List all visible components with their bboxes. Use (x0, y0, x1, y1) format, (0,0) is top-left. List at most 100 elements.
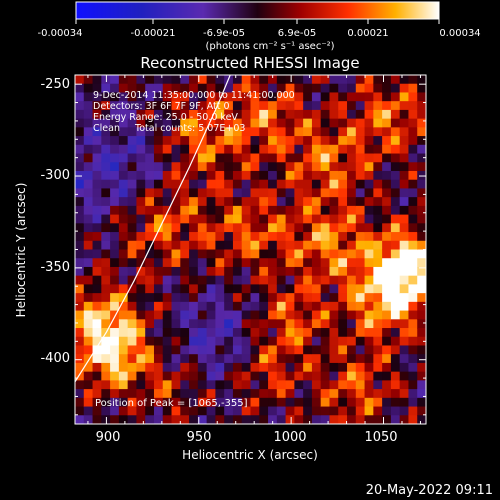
heatmap-cell (399, 101, 410, 111)
heatmap-cell (276, 101, 287, 111)
heatmap-cell (232, 75, 243, 85)
heatmap-cell (338, 328, 348, 338)
heatmap-cell (399, 380, 410, 390)
heatmap-cell (347, 249, 357, 259)
heatmap-cell (347, 258, 357, 268)
heatmap-cell (355, 397, 366, 408)
heatmap-cell (311, 415, 322, 424)
heatmap-cell (118, 380, 129, 390)
heatmap-cell (118, 205, 129, 216)
heatmap-cell (101, 170, 111, 181)
heatmap-cell (127, 153, 138, 163)
heatmap-cell (259, 83, 269, 94)
heatmap-cell (417, 179, 426, 190)
heatmap-cell (136, 275, 146, 285)
heatmap-cell (303, 345, 313, 355)
heatmap-cell (399, 75, 410, 85)
heatmap-cell (320, 162, 331, 172)
heatmap-cell (329, 310, 339, 320)
heatmap-cell (241, 371, 252, 381)
heatmap-cell (355, 249, 366, 259)
heatmap-cell (250, 223, 260, 233)
heatmap-cell (311, 319, 322, 329)
heatmap-cell (83, 92, 94, 102)
heatmap-cell (92, 75, 102, 85)
heatmap-cell (92, 170, 102, 181)
heatmap-cell (241, 118, 252, 128)
heatmap-cell (206, 415, 217, 424)
heatmap-cell (399, 415, 410, 424)
heatmap-cell (136, 284, 146, 294)
heatmap-cell (355, 109, 366, 120)
heatmap-cell (75, 92, 85, 102)
heatmap-cell (338, 118, 348, 128)
heatmap-cell (399, 205, 410, 216)
heatmap-cell (145, 310, 155, 320)
heatmap-cell (232, 362, 243, 373)
heatmap-cell (338, 136, 348, 146)
heatmap-cell (285, 301, 295, 312)
heatmap-cell (373, 170, 383, 181)
heatmap-cell (145, 345, 155, 355)
heatmap-cell (241, 336, 252, 347)
heatmap-cell (75, 354, 85, 364)
heatmap-cell (171, 415, 181, 424)
heatmap-cell (259, 319, 269, 329)
heatmap-cell (276, 258, 287, 268)
colorbar-tick-label: -6.9e-05 (203, 28, 245, 39)
heatmap-cell (355, 92, 366, 102)
heatmap-cell (276, 397, 287, 408)
heatmap-cell (92, 136, 102, 146)
heatmap-cell (215, 83, 225, 94)
heatmap-cell (162, 284, 173, 294)
heatmap-cell (329, 336, 339, 347)
heatmap-cell (311, 92, 322, 102)
heatmap-cell (224, 118, 234, 128)
heatmap-cell (329, 188, 339, 198)
heatmap-cell (347, 197, 357, 207)
heatmap-cell (180, 284, 190, 294)
heatmap-cell (338, 75, 348, 85)
heatmap-cell (101, 144, 111, 155)
heatmap-cell (382, 188, 392, 198)
heatmap-cell (338, 336, 348, 347)
heatmap-cell (110, 310, 120, 320)
heatmap-cell (83, 389, 94, 399)
heatmap-cell (259, 362, 269, 373)
heatmap-cell (364, 240, 374, 251)
heatmap-cell (75, 197, 85, 207)
heatmap-cell (408, 197, 418, 207)
heatmap-cell (92, 258, 102, 268)
heatmap-cell (408, 319, 418, 329)
heatmap-cell (268, 362, 278, 373)
heatmap-cell (294, 266, 304, 277)
heatmap-cell (75, 328, 85, 338)
heatmap-cell (153, 101, 164, 111)
heatmap-cell (294, 118, 304, 128)
heatmap-cell (241, 389, 252, 399)
heatmap-cell (83, 293, 94, 303)
heatmap-cell (294, 92, 304, 102)
heatmap-cell (162, 162, 173, 172)
heatmap-cell (294, 362, 304, 373)
heatmap-cell (259, 127, 269, 137)
heatmap-cell (189, 223, 199, 233)
heatmap-cell (101, 179, 111, 190)
heatmap-cell (162, 92, 173, 102)
heatmap-cell (110, 345, 120, 355)
heatmap-cell (127, 101, 138, 111)
heatmap-cell (118, 328, 129, 338)
heatmap-cell (136, 214, 146, 224)
heatmap-cell (101, 389, 111, 399)
heatmap-cell (232, 380, 243, 390)
heatmap-cell (118, 406, 129, 416)
heatmap-cell (224, 109, 234, 120)
heatmap-cell (232, 170, 243, 181)
heatmap-cell (382, 362, 392, 373)
heatmap-cell (241, 188, 252, 198)
heatmap-cell (189, 179, 199, 190)
heatmap-cell (215, 406, 225, 416)
heatmap-cell (197, 197, 208, 207)
heatmap-cell (136, 153, 146, 163)
heatmap-cell (417, 328, 426, 338)
